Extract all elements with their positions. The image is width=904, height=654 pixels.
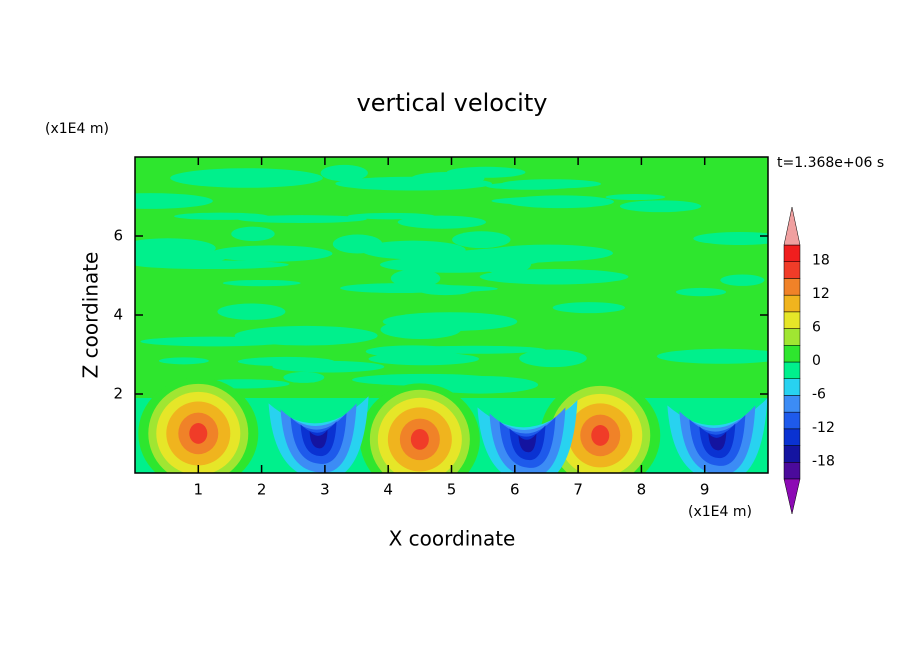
- colorbar-box: [783, 244, 801, 262]
- contour-fill: [368, 352, 480, 366]
- colorbar-box: [783, 361, 801, 379]
- x-tick-label: 2: [257, 481, 267, 499]
- time-label: t=1.368e+06 s: [777, 155, 884, 171]
- colorbar-box: [783, 311, 801, 329]
- contour-fill: [720, 274, 765, 286]
- contour-fill: [491, 196, 613, 206]
- contour-fill: [397, 215, 486, 229]
- y-tick-label: 2: [113, 385, 123, 403]
- contour-fill: [552, 302, 625, 314]
- contour-fill: [421, 375, 539, 394]
- contour-fill: [210, 245, 333, 262]
- x-tick-label: 4: [383, 481, 393, 499]
- colorbar-extension: [783, 206, 801, 246]
- x-tick-label: 6: [510, 481, 520, 499]
- y-tick-label: 6: [113, 227, 123, 245]
- colorbar-tick-label: 12: [812, 286, 830, 302]
- x-tick-label: 5: [447, 481, 457, 499]
- colorbar-box: [783, 428, 801, 446]
- x-tick-label: 9: [700, 481, 710, 499]
- contour-fill: [390, 269, 441, 288]
- y-tick-label: 4: [113, 306, 123, 324]
- contour-fill: [217, 303, 286, 320]
- contour-fill: [619, 200, 702, 213]
- x-unit: (x1E4 m): [688, 504, 752, 520]
- colorbar-box: [783, 345, 801, 363]
- contour-fill: [382, 312, 518, 332]
- contour-fill: [693, 232, 768, 245]
- contour-fill: [452, 231, 511, 249]
- contour-fill: [485, 182, 575, 190]
- contour-fill: [591, 425, 610, 446]
- contour-fill: [272, 360, 385, 373]
- colorbar-box: [783, 328, 801, 346]
- contour-fill: [656, 348, 768, 364]
- x-tick-label: 8: [637, 481, 647, 499]
- x-axis-label: X coordinate: [389, 527, 516, 551]
- colorbar-box: [783, 462, 801, 480]
- contour-fill: [189, 423, 208, 444]
- contour-fill: [518, 433, 537, 453]
- contour-fill: [335, 176, 493, 191]
- colorbar-extension: [783, 478, 801, 515]
- colorbar-tick-label: 6: [812, 320, 821, 336]
- x-tick-label: 7: [573, 481, 583, 499]
- contour-fill: [283, 371, 325, 383]
- colorbar-box: [783, 411, 801, 430]
- y-unit: (x1E4 m): [45, 121, 109, 137]
- contour-fill: [379, 256, 526, 273]
- x-tick-label: 3: [320, 481, 330, 499]
- contour-fill: [237, 215, 367, 223]
- contour-fill: [309, 429, 328, 449]
- colorbar-box: [783, 378, 801, 396]
- contour-fill: [708, 431, 727, 451]
- colorbar-tick-label: -18: [812, 453, 835, 469]
- contour-fill: [360, 240, 466, 260]
- colorbar-box: [783, 278, 801, 296]
- contour-fill: [410, 428, 429, 450]
- colorbar-tick-label: -12: [812, 420, 835, 436]
- contour-fill: [482, 244, 613, 262]
- colorbar-tick-label: 18: [812, 253, 830, 269]
- contour-fill: [216, 172, 267, 179]
- colorbar-box: [783, 445, 801, 463]
- contour-fill: [605, 194, 666, 201]
- chart-title: vertical velocity: [357, 89, 548, 117]
- contour-fill: [231, 226, 275, 242]
- contour-fill: [135, 238, 216, 259]
- x-tick-label: 1: [194, 481, 204, 499]
- contour-fill: [222, 279, 301, 287]
- contour-fill: [675, 287, 727, 297]
- colorbar-tick-label: 0: [812, 353, 821, 369]
- colorbar-box: [783, 294, 801, 313]
- contour-fill: [158, 357, 209, 365]
- contour-fill: [347, 212, 435, 220]
- contour-fill: [479, 268, 629, 285]
- contour-fill: [519, 349, 587, 368]
- contour-fill: [349, 285, 498, 293]
- contour-fill: [320, 164, 368, 182]
- contour-field: [135, 157, 768, 473]
- contour-fill: [140, 336, 288, 347]
- contour-fill: [135, 193, 213, 209]
- colorbar-box: [783, 261, 801, 279]
- colorbar-box: [783, 395, 801, 413]
- contour-fill: [404, 345, 546, 354]
- y-axis-label: Z coordinate: [79, 252, 103, 379]
- colorbar-tick-label: -6: [812, 386, 826, 402]
